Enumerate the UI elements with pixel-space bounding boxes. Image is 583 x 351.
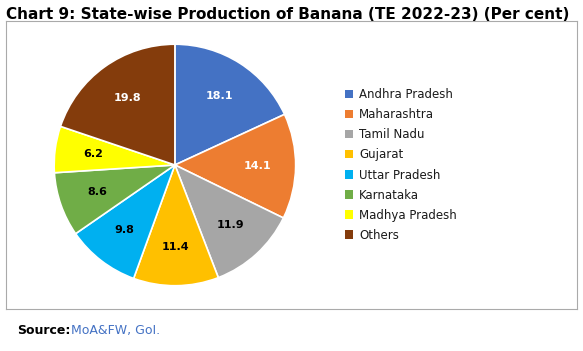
Wedge shape: [175, 165, 283, 278]
Wedge shape: [54, 126, 175, 173]
Wedge shape: [134, 165, 218, 286]
Text: 14.1: 14.1: [243, 161, 271, 171]
Text: 11.4: 11.4: [162, 242, 189, 252]
Wedge shape: [175, 114, 296, 218]
Text: 11.9: 11.9: [216, 220, 244, 231]
Text: 9.8: 9.8: [115, 225, 135, 235]
Text: MoA&FW, GoI.: MoA&FW, GoI.: [67, 324, 160, 337]
Text: 18.1: 18.1: [205, 91, 233, 101]
Wedge shape: [61, 44, 175, 165]
Text: 6.2: 6.2: [83, 149, 103, 159]
Wedge shape: [54, 165, 175, 234]
Text: Source:: Source:: [17, 324, 71, 337]
Text: 19.8: 19.8: [113, 93, 141, 103]
Legend: Andhra Pradesh, Maharashtra, Tamil Nadu, Gujarat, Uttar Pradesh, Karnataka, Madh: Andhra Pradesh, Maharashtra, Tamil Nadu,…: [345, 88, 457, 242]
Wedge shape: [76, 165, 175, 278]
Wedge shape: [175, 44, 285, 165]
Text: 8.6: 8.6: [87, 187, 107, 197]
Text: Chart 9: State-wise Production of Banana (TE 2022-23) (Per cent): Chart 9: State-wise Production of Banana…: [6, 7, 569, 22]
